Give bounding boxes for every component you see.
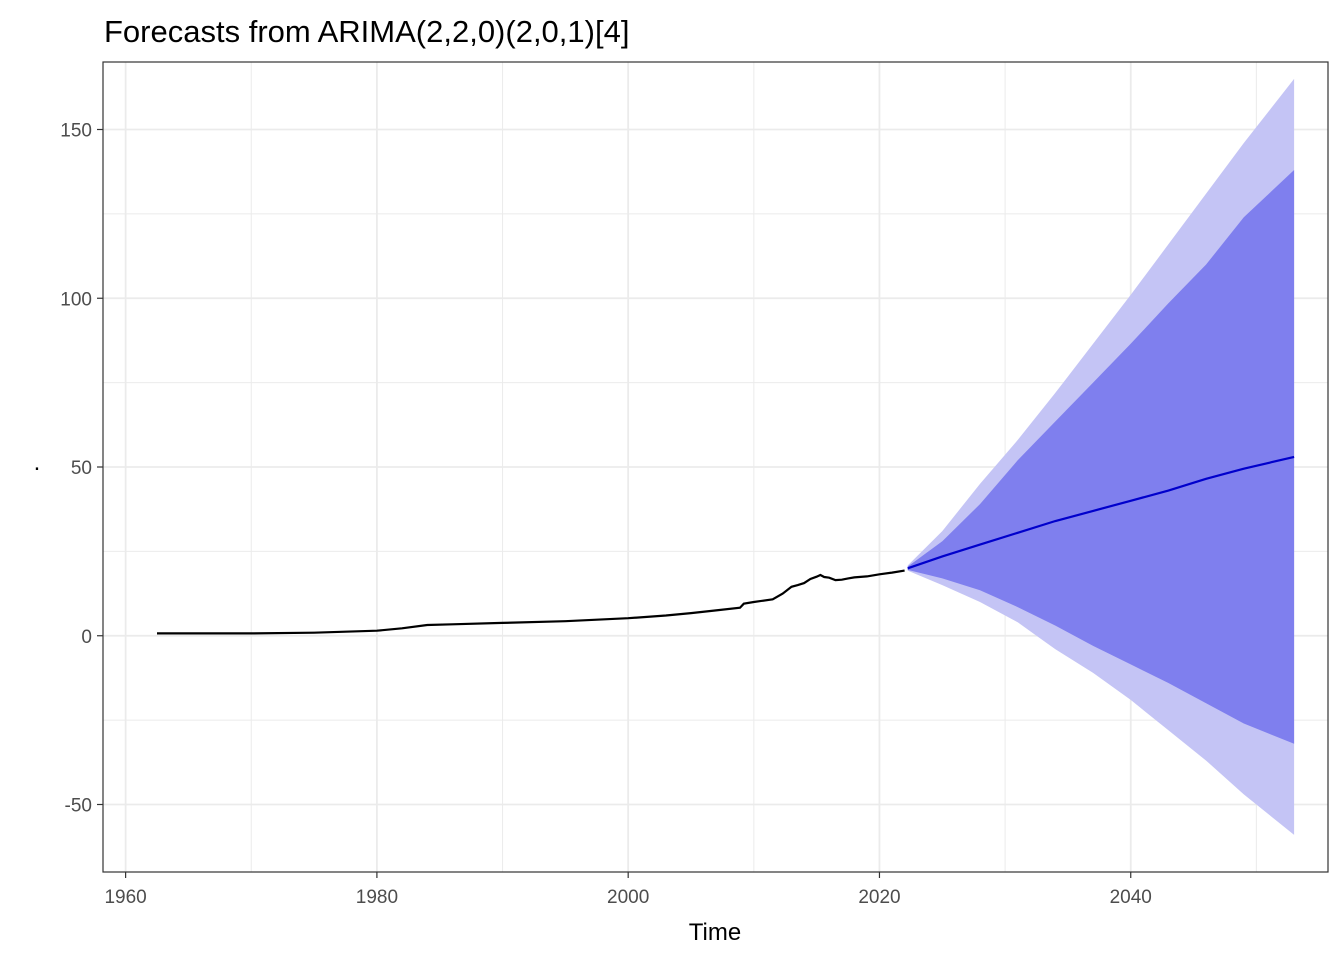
forecast-mean-line xyxy=(907,455,1295,570)
x-tick-label: 1960 xyxy=(104,887,146,908)
chart-title: Forecasts from ARIMA(2,2,0)(2,0,1)[4] xyxy=(104,14,629,49)
y-tick-label: 0 xyxy=(81,627,92,648)
y-tick-label: -50 xyxy=(65,796,92,817)
x-tick-label: 2040 xyxy=(1110,887,1152,908)
x-axis-title: Time xyxy=(689,919,741,946)
y-axis-title: . xyxy=(34,449,41,476)
y-tick-label: 50 xyxy=(71,458,92,479)
x-tick-label: 2020 xyxy=(858,887,900,908)
x-axis: 1960 1980 2000 2020 2040 xyxy=(104,872,1152,908)
y-tick-label: 150 xyxy=(60,121,92,142)
y-axis: -50 0 50 100 150 xyxy=(60,121,103,817)
history-series-line xyxy=(157,569,905,635)
x-tick-label: 1980 xyxy=(356,887,398,908)
interval-80-band xyxy=(907,170,1295,744)
y-tick-label: 100 xyxy=(60,289,92,310)
x-tick-label: 2000 xyxy=(607,887,649,908)
